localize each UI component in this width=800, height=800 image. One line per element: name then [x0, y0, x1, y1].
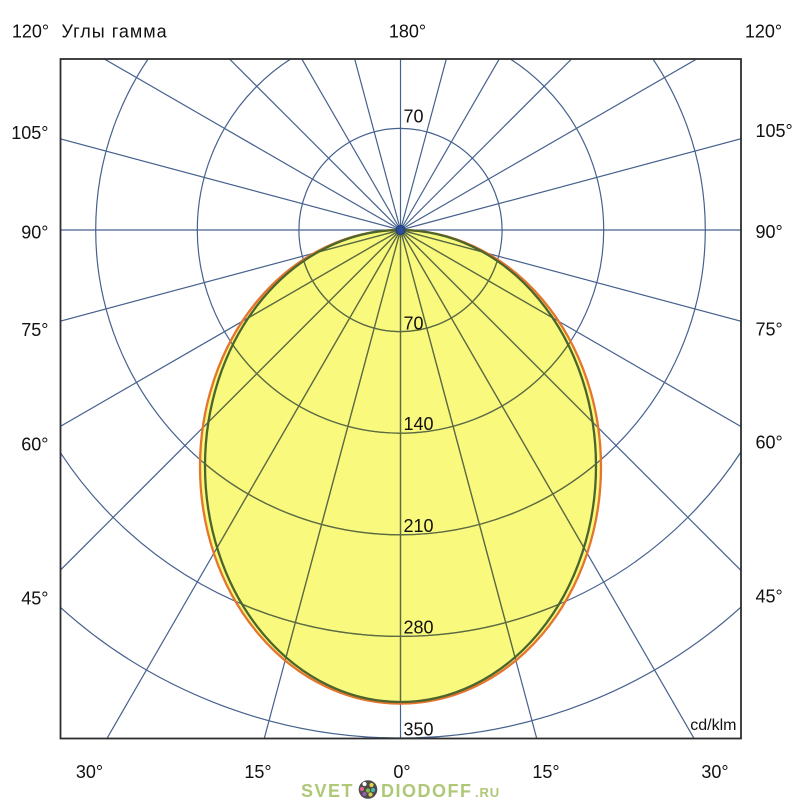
svg-text:.RU: .RU	[475, 785, 500, 800]
svg-text:30°: 30°	[701, 762, 728, 782]
svg-text:SVET: SVET	[301, 781, 354, 800]
svg-text:90°: 90°	[756, 222, 783, 242]
svg-text:70: 70	[404, 107, 424, 127]
svg-text:105°: 105°	[756, 121, 793, 141]
svg-text:350: 350	[404, 720, 434, 740]
svg-text:30°: 30°	[76, 762, 103, 782]
svg-text:280: 280	[404, 618, 434, 638]
svg-text:180°: 180°	[389, 22, 426, 42]
svg-text:120°: 120°	[745, 22, 782, 42]
svg-text:60°: 60°	[756, 433, 783, 453]
svg-text:90°: 90°	[21, 223, 48, 243]
svg-text:Углы гамма: Углы гамма	[62, 22, 168, 42]
svg-text:0°: 0°	[393, 762, 410, 782]
svg-text:75°: 75°	[21, 320, 48, 340]
svg-text:60°: 60°	[21, 435, 48, 455]
svg-text:cd/klm: cd/klm	[690, 717, 736, 734]
svg-text:105°: 105°	[11, 123, 48, 143]
svg-text:15°: 15°	[244, 762, 271, 782]
svg-text:45°: 45°	[21, 589, 48, 609]
svg-text:45°: 45°	[756, 587, 783, 607]
svg-text:75°: 75°	[756, 320, 783, 340]
svg-text:210: 210	[404, 516, 434, 536]
svg-text:70: 70	[404, 314, 424, 334]
svg-text:120°: 120°	[12, 22, 49, 42]
svg-text:15°: 15°	[532, 762, 559, 782]
svg-text:DIODOFF: DIODOFF	[381, 781, 473, 800]
svg-text:140: 140	[404, 414, 434, 434]
